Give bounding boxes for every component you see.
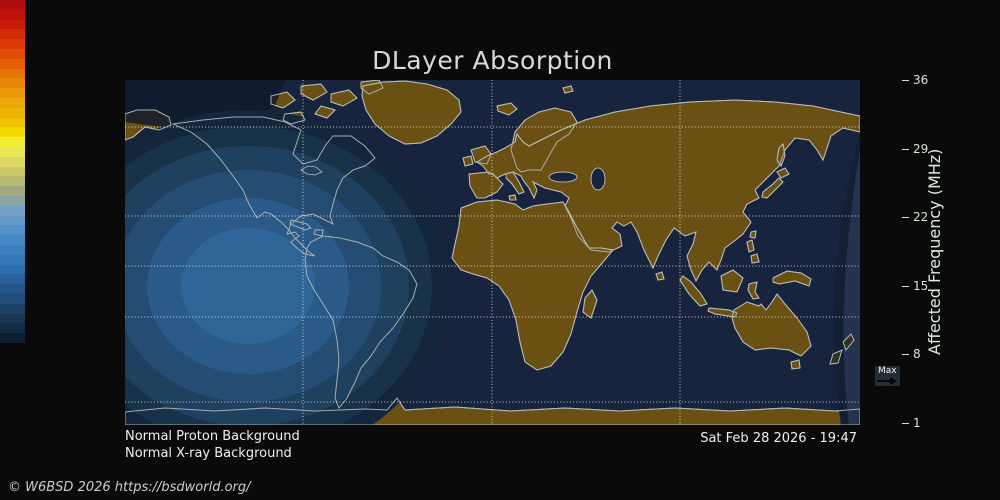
colorbar-band [0,156,25,167]
colorbar-band [0,68,25,79]
colorbar-band [0,29,25,40]
terminator-band-light [843,150,860,425]
colorbar-tick [902,285,909,287]
absorption-contours [125,110,450,425]
colorbar-band [0,176,25,187]
great-lakes-outline [300,165,323,176]
colorbar-tick-label: 29 [913,141,929,156]
colorbar-band [0,146,25,157]
colorbar-band [0,264,25,275]
colorbar-band [0,19,25,30]
colorbar-band [0,215,25,226]
colorbar-band [0,117,25,128]
colorbar-band [0,127,25,138]
colorbar-band [0,333,25,343]
absorption-map-svg [125,80,860,425]
colorbar-band [0,186,25,196]
colorbar-band [0,137,25,147]
xray-status: Normal X-ray Background [125,446,292,461]
colorbar-tick [902,217,909,219]
max-marker: Max [875,365,900,386]
colorbar-tick [902,80,909,81]
colorbar-tick-label: 15 [913,278,929,293]
grid-lines [125,80,860,425]
colorbar-band [0,235,25,245]
world-map [125,80,860,425]
copyright-footer: © W6BSD 2026 https://bsdworld.org/ [8,480,251,495]
absorption-contour-band [181,228,315,344]
colorbar-band [0,205,25,216]
colorbar-band [0,9,25,20]
colorbar-tick [902,423,909,424]
colorbar-gradient [0,0,25,343]
colorbar-band [0,323,25,334]
colorbar-band [0,58,25,69]
colorbar-tick [902,354,909,356]
colorbar-axis-label: Affected Frequency (MHz) [925,148,944,355]
colorbar-tick-label: 22 [913,210,929,225]
timestamp: Sat Feb 28 2026 - 19:47 [700,431,857,446]
page-title: DLayer Absorption [372,46,613,75]
colorbar-band [0,303,25,314]
colorbar-band [0,244,25,255]
colorbar-band [0,195,25,206]
colorbar-band [0,274,25,285]
colorbar-band [0,254,25,265]
colorbar-band [0,78,25,89]
colorbar-band [0,0,25,10]
max-marker-label: Max [878,365,897,376]
colorbar-band [0,166,25,177]
inland-seas [548,167,606,191]
colorbar-band [0,39,25,49]
proton-status: Normal Proton Background [125,429,300,444]
colorbar-band [0,88,25,98]
max-arrow-icon [877,376,898,386]
colorbar-band [0,293,25,304]
colorbar-band [0,48,25,59]
colorbar-tick-label: 1 [913,416,921,430]
colorbar-band [0,107,25,118]
colorbar-band [0,225,25,236]
colorbar-tick-label: 8 [913,347,921,362]
colorbar-tick-label: 36 [913,73,929,87]
colorbar-tick [902,148,909,150]
colorbar-band [0,284,25,294]
colorbar-band [0,97,25,108]
colorbar-band [0,313,25,324]
